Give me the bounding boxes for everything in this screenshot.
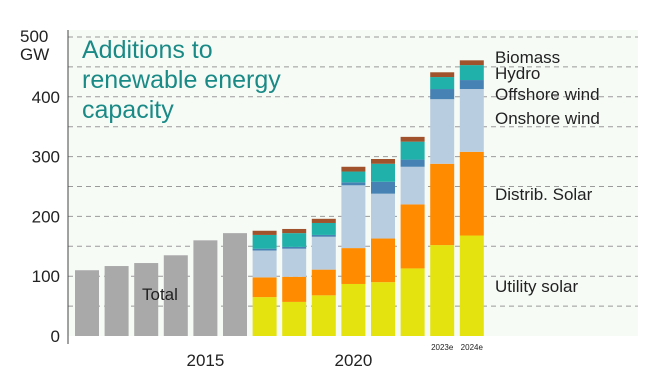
bar-segment-distrib-solar	[400, 204, 425, 269]
bar-segment-onshore-wind	[252, 250, 277, 278]
x-tick-label: 2020	[334, 351, 372, 370]
bar-total	[104, 266, 129, 336]
bar-segment-utility-solar	[282, 301, 307, 336]
bar-segment-offshore-wind	[459, 80, 484, 90]
title-line-3: capacity	[82, 96, 174, 124]
series-label-biomass: Biomass	[495, 48, 560, 67]
bar-segment-hydro	[252, 234, 277, 249]
y-tick-label: 0	[51, 327, 60, 346]
bar-segment-onshore-wind	[341, 185, 366, 249]
bar-segment-biomass	[252, 230, 277, 235]
bar-segment-biomass	[459, 60, 484, 66]
bar-segment-utility-solar	[252, 297, 277, 336]
y-tick-label: 100	[32, 267, 60, 286]
bar-segment-distrib-solar	[371, 238, 395, 283]
x-tick-label: 2015	[186, 351, 224, 370]
bar-segment-offshore-wind	[341, 182, 366, 186]
bar-segment-onshore-wind	[282, 248, 307, 277]
y-unit-top: 500	[20, 27, 48, 46]
bars	[75, 60, 484, 336]
axes: 0 100 200 300 400 2015 2020 2023e 2024e	[32, 30, 484, 370]
bar-segment-hydro	[459, 65, 484, 81]
bar-segment-hydro	[400, 141, 425, 160]
bar-segment-hydro	[341, 171, 366, 183]
bar-segment-distrib-solar	[252, 277, 277, 298]
bar-total	[75, 270, 99, 336]
bar-total	[134, 263, 159, 336]
bar-segment-onshore-wind	[430, 99, 455, 164]
series-label-offshore-wind: Offshore wind	[495, 85, 600, 104]
y-unit-bottom: GW	[20, 45, 49, 64]
bar-segment-utility-solar	[371, 282, 395, 336]
series-label-distrib-solar: Distrib. Solar	[495, 185, 593, 204]
bar-total	[193, 240, 218, 336]
x-tick-label: 2023e	[431, 343, 454, 352]
bar-segment-distrib-solar	[282, 276, 307, 302]
bar-segment-utility-solar	[341, 283, 366, 336]
bar-segment-hydro	[282, 233, 307, 247]
bar-segment-offshore-wind	[282, 246, 307, 249]
bar-segment-onshore-wind	[371, 193, 395, 239]
bar-segment-distrib-solar	[311, 269, 336, 296]
bar-segment-utility-solar	[459, 235, 484, 336]
bar-segment-biomass	[371, 158, 395, 164]
total-label: Total	[142, 285, 178, 304]
bar-segment-biomass	[430, 72, 455, 78]
bar-segment-onshore-wind	[400, 166, 425, 205]
bar-segment-onshore-wind	[459, 89, 484, 152]
series-label-hydro: Hydro	[495, 64, 540, 83]
y-tick-label: 200	[32, 207, 60, 226]
title-line-2: renewable energy	[82, 66, 281, 94]
grid-lines	[68, 36, 638, 307]
bar-segment-distrib-solar	[459, 151, 484, 236]
bar-segment-offshore-wind	[400, 159, 425, 167]
y-tick-label: 400	[32, 88, 60, 107]
bar-total	[163, 255, 188, 336]
bar-segment-offshore-wind	[311, 234, 336, 237]
y-tick-label: 300	[32, 148, 60, 167]
bar-segment-utility-solar	[430, 245, 455, 336]
bar-segment-biomass	[311, 218, 336, 223]
chart-title: Additions to renewable energy capacity	[82, 36, 281, 124]
bar-segment-hydro	[371, 163, 395, 182]
bar-segment-biomass	[282, 228, 307, 234]
title-line-1: Additions to	[82, 36, 213, 64]
bar-segment-distrib-solar	[341, 248, 366, 284]
bar-segment-offshore-wind	[252, 248, 277, 251]
bar-segment-hydro	[311, 222, 336, 235]
bar-total	[223, 233, 247, 336]
series-label-onshore-wind: Onshore wind	[495, 109, 600, 128]
bar-segment-biomass	[341, 166, 366, 172]
bar-segment-distrib-solar	[430, 163, 455, 246]
bar-segment-utility-solar	[400, 268, 425, 336]
bar-segment-hydro	[430, 77, 455, 90]
bar-segment-offshore-wind	[371, 181, 395, 194]
series-label-utility-solar: Utility solar	[495, 277, 578, 296]
bar-segment-biomass	[400, 136, 425, 142]
bar-segment-utility-solar	[311, 295, 336, 336]
x-tick-label: 2024e	[461, 343, 484, 352]
bar-segment-offshore-wind	[430, 89, 455, 100]
bar-segment-onshore-wind	[311, 236, 336, 270]
